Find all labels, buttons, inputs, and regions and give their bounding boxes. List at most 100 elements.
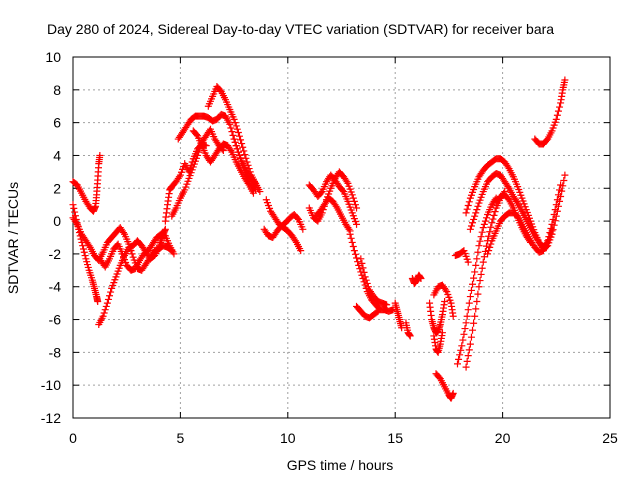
tick-marks xyxy=(72,56,611,419)
data-point xyxy=(553,111,561,119)
data-point xyxy=(232,122,240,130)
data-point xyxy=(99,312,107,320)
series-sat-k xyxy=(230,135,260,187)
data-point xyxy=(486,243,494,251)
data-point xyxy=(249,189,257,197)
data-point xyxy=(194,151,202,159)
data-point xyxy=(467,333,475,341)
data-point xyxy=(470,215,478,223)
data-point xyxy=(349,243,357,251)
data-point xyxy=(561,76,569,84)
chart-title: Day 280 of 2024, Sidereal Day-to-day VTE… xyxy=(47,21,554,37)
data-point xyxy=(349,194,357,202)
plot-frame xyxy=(72,56,611,419)
data-point xyxy=(357,255,365,263)
data-point xyxy=(70,204,78,212)
data-point xyxy=(485,247,493,255)
series-sat-q xyxy=(346,230,397,315)
y-tick-label: -8 xyxy=(49,344,62,360)
data-point xyxy=(243,158,251,166)
data-point xyxy=(361,273,369,281)
data-point xyxy=(552,201,560,209)
x-tick-label: 15 xyxy=(387,430,403,446)
data-point xyxy=(545,233,553,241)
data-point xyxy=(128,250,136,258)
data-point xyxy=(472,305,480,313)
data-point xyxy=(471,268,479,276)
data-point xyxy=(490,211,498,219)
data-point xyxy=(549,215,557,223)
x-tick-label: 20 xyxy=(495,430,511,446)
data-point xyxy=(478,228,486,236)
data-point xyxy=(79,245,87,253)
data-point xyxy=(350,197,358,205)
data-point xyxy=(478,264,486,272)
y-tick-label: 6 xyxy=(53,115,61,131)
data-point xyxy=(106,292,114,300)
data-point xyxy=(556,103,564,111)
data-point xyxy=(353,204,361,212)
data-point xyxy=(460,330,468,338)
data-point xyxy=(463,312,471,320)
data-point xyxy=(233,125,241,133)
data-point xyxy=(464,306,472,314)
series-sat-ag xyxy=(492,191,535,246)
data-point xyxy=(244,179,252,187)
data-point xyxy=(552,115,560,123)
series-sat-af xyxy=(484,181,565,258)
data-point xyxy=(548,220,556,228)
data-point xyxy=(464,202,472,210)
data-point xyxy=(346,230,354,238)
y-tick-label: 0 xyxy=(53,213,61,229)
data-point xyxy=(233,145,241,153)
data-point xyxy=(362,276,370,284)
data-point xyxy=(251,178,259,186)
data-point xyxy=(317,189,325,197)
series-sat-aa xyxy=(451,247,472,266)
data-point xyxy=(356,265,364,273)
data-point xyxy=(71,208,79,216)
data-point xyxy=(417,275,425,283)
data-point xyxy=(348,191,356,199)
data-point xyxy=(234,128,242,136)
y-tick-label: -2 xyxy=(49,246,62,262)
data-point xyxy=(459,336,467,344)
data-point xyxy=(72,219,80,227)
data-point xyxy=(101,306,109,314)
series-sat-m xyxy=(260,211,307,241)
data-point xyxy=(107,288,115,296)
data-point xyxy=(103,299,111,307)
data-point xyxy=(489,215,497,223)
data-point xyxy=(487,240,495,248)
data-point xyxy=(442,286,450,294)
data-point xyxy=(473,206,481,214)
data-point xyxy=(546,229,554,237)
data-points xyxy=(69,76,569,402)
data-point xyxy=(252,179,260,187)
data-point xyxy=(513,197,521,205)
data-point xyxy=(358,259,366,267)
data-point xyxy=(465,299,473,307)
data-point xyxy=(457,346,465,354)
data-point xyxy=(453,360,461,368)
data-point xyxy=(484,250,492,258)
data-point xyxy=(353,254,361,262)
data-point xyxy=(487,223,495,231)
data-point xyxy=(230,115,238,123)
x-tick-label: 5 xyxy=(177,430,185,446)
data-point xyxy=(557,181,565,189)
data-point xyxy=(359,264,367,272)
data-point xyxy=(465,346,473,354)
data-point xyxy=(231,138,239,146)
data-point xyxy=(231,119,239,127)
y-tick-label: 4 xyxy=(53,147,61,163)
data-point xyxy=(161,225,169,233)
data-point xyxy=(491,208,499,216)
data-point xyxy=(351,250,359,258)
data-point xyxy=(488,219,496,227)
data-point xyxy=(373,308,381,316)
data-point xyxy=(474,290,482,298)
data-point xyxy=(80,248,88,256)
y-axis-title: SDTVAR / TECUs xyxy=(5,182,21,294)
